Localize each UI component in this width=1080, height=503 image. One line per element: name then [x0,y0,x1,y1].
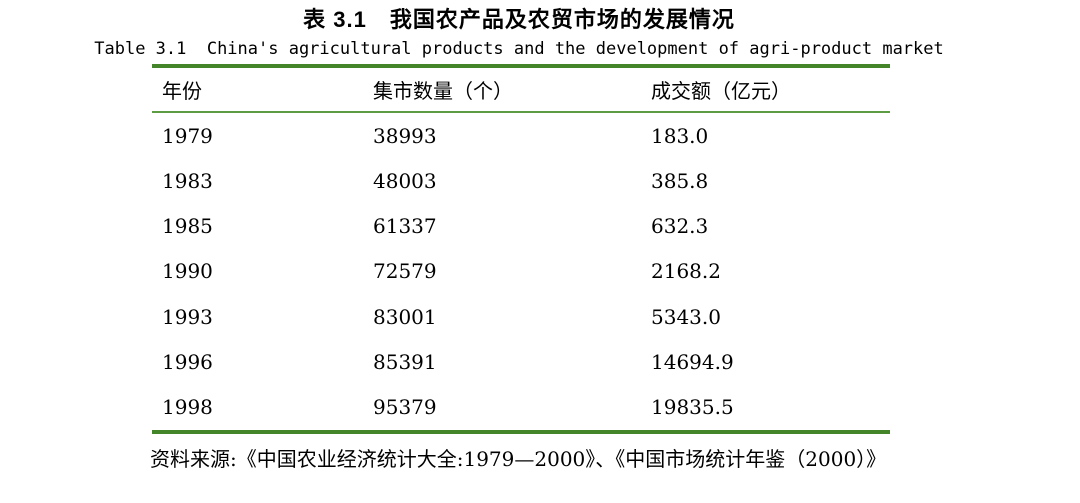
table-row: 1993 83001 5343.0 [152,294,890,339]
table-row: 1983 48003 385.8 [152,158,890,203]
market-count-value: 48003 [373,168,437,193]
column-header-market-count: 集市数量（个） [373,79,513,103]
year-value: 1993 [162,304,213,329]
table-row: 1985 61337 632.3 [152,204,890,249]
table-title-chinese: 表 3.1 我国农产品及农贸市场的发展情况 [303,7,735,32]
table-title-english: Table 3.1 China's agricultural products … [94,39,944,59]
table-row: 1996 85391 14694.9 [152,339,890,384]
turnover-value: 183.0 [651,123,709,148]
table-body: 1979 38993 183.0 1983 48003 385.8 1985 6… [152,113,890,430]
table-header-row: 年份 集市数量（个） 成交额（亿元） [152,68,890,113]
year-value: 1990 [162,259,213,284]
data-table: 年份 集市数量（个） 成交额（亿元） 1979 38993 183.0 1983… [152,64,890,434]
market-count-value: 38993 [373,123,437,148]
table-row: 1990 72579 2168.2 [152,249,890,294]
market-count-value: 61337 [373,214,437,239]
table-row: 1998 95379 19835.5 [152,385,890,430]
turnover-value: 2168.2 [651,259,721,284]
market-count-value: 85391 [373,350,437,375]
market-count-value: 83001 [373,304,437,329]
year-value: 1979 [162,123,213,148]
turnover-value: 632.3 [651,214,709,239]
year-value: 1983 [162,168,213,193]
title-block: 表 3.1 我国农产品及农贸市场的发展情况 Table 3.1 China's … [0,7,1038,60]
turnover-value: 19835.5 [651,395,734,420]
turnover-value: 14694.9 [651,350,734,375]
market-count-value: 72579 [373,259,437,284]
column-header-year: 年份 [162,79,202,103]
turnover-value: 5343.0 [651,304,721,329]
year-value: 1998 [162,395,213,420]
source-note: 资料来源:《中国农业经济统计大全:1979—2000》、《中国市场统计年鉴（20… [150,447,887,471]
year-value: 1996 [162,350,213,375]
year-value: 1985 [162,214,213,239]
table-row: 1979 38993 183.0 [152,113,890,158]
market-count-value: 95379 [373,395,437,420]
turnover-value: 385.8 [651,168,709,193]
column-header-turnover: 成交额（亿元） [651,79,791,103]
